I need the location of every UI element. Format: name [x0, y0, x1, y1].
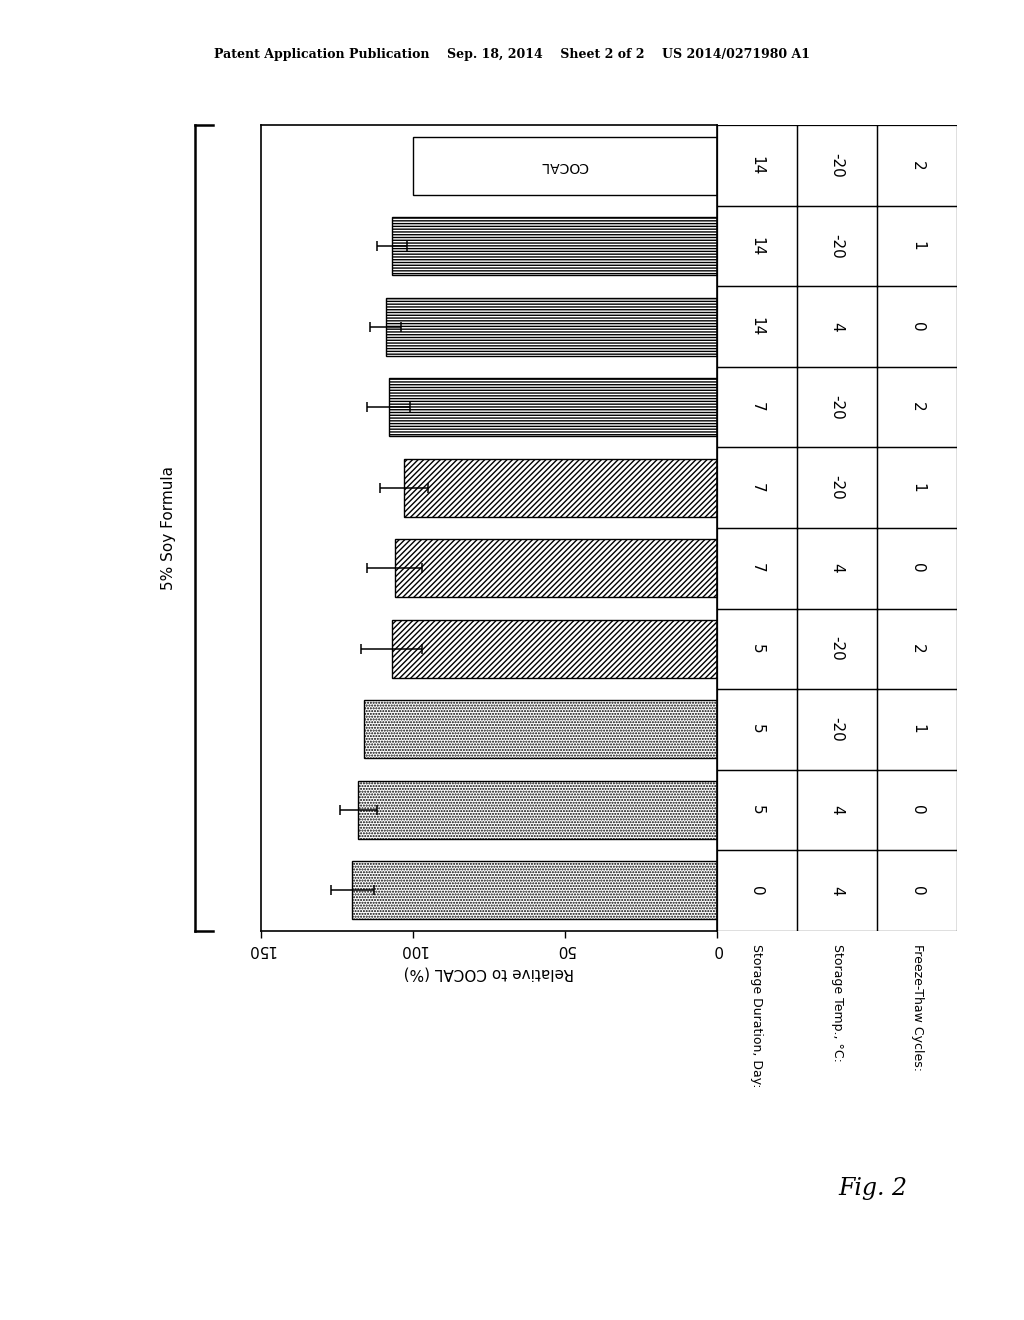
Text: 2: 2	[910, 403, 925, 412]
Text: 4: 4	[829, 322, 845, 331]
Text: 14: 14	[750, 317, 764, 337]
Bar	[403, 459, 717, 516]
Text: 2: 2	[910, 644, 925, 653]
Text: 5% Soy Formula: 5% Soy Formula	[162, 466, 176, 590]
Text: 0: 0	[750, 886, 764, 895]
Bar	[392, 218, 717, 275]
Text: 4: 4	[829, 564, 845, 573]
Bar	[413, 137, 717, 194]
Text: 0: 0	[910, 886, 925, 895]
Text: 2: 2	[910, 161, 925, 170]
Bar	[395, 540, 717, 597]
Text: 0: 0	[910, 322, 925, 331]
Text: 4: 4	[829, 886, 845, 895]
Text: 0: 0	[910, 805, 925, 814]
Text: -20: -20	[829, 153, 845, 178]
Bar	[392, 620, 717, 677]
Text: -20: -20	[829, 717, 845, 742]
Text: 5: 5	[750, 805, 764, 814]
Text: COCAL: COCAL	[541, 158, 589, 173]
Bar	[352, 862, 717, 919]
Text: 0: 0	[910, 564, 925, 573]
Text: -20: -20	[829, 395, 845, 420]
Text: 1: 1	[910, 242, 925, 251]
X-axis label: Relative to COCAL (%): Relative to COCAL (%)	[403, 966, 574, 981]
Text: Freeze-Thaw Cycles:: Freeze-Thaw Cycles:	[910, 944, 924, 1071]
Text: 1: 1	[910, 725, 925, 734]
Text: Patent Application Publication    Sep. 18, 2014    Sheet 2 of 2    US 2014/02719: Patent Application Publication Sep. 18, …	[214, 48, 810, 61]
Text: 14: 14	[750, 156, 764, 176]
Text: 7: 7	[750, 483, 764, 492]
Text: 14: 14	[750, 236, 764, 256]
Text: Storage Duration, Day:: Storage Duration, Day:	[751, 944, 764, 1088]
Text: 5: 5	[750, 725, 764, 734]
Text: -20: -20	[829, 636, 845, 661]
Text: -20: -20	[829, 234, 845, 259]
Bar	[386, 298, 717, 355]
Bar	[365, 701, 717, 758]
Text: 4: 4	[829, 805, 845, 814]
Text: 7: 7	[750, 403, 764, 412]
Text: 7: 7	[750, 564, 764, 573]
Bar	[389, 379, 717, 436]
Text: -20: -20	[829, 475, 845, 500]
Text: 1: 1	[910, 483, 925, 492]
Text: Storage Temp., °C:: Storage Temp., °C:	[830, 944, 844, 1061]
Text: Fig. 2: Fig. 2	[839, 1176, 907, 1200]
Text: 5: 5	[750, 644, 764, 653]
Bar	[358, 781, 717, 838]
